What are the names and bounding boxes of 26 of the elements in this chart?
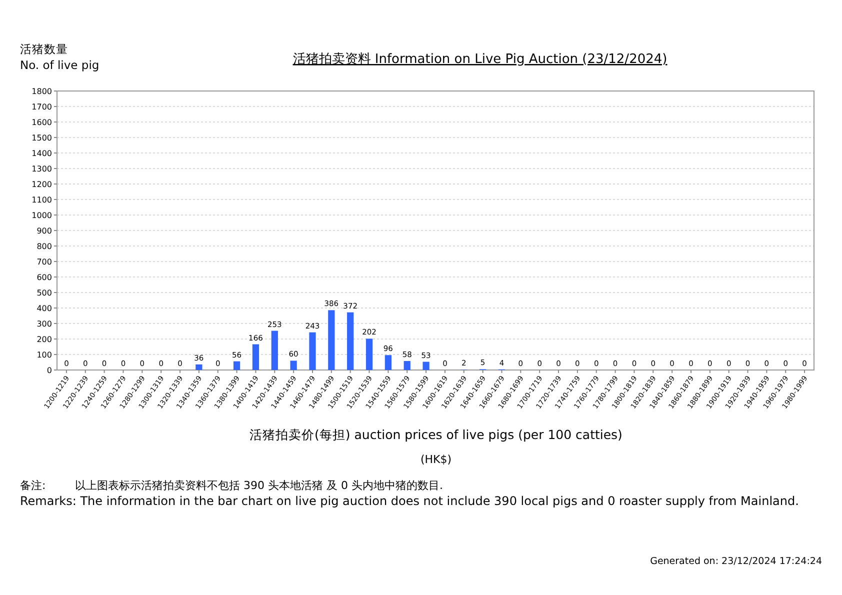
y-tick-label: 1500	[32, 134, 52, 142]
y-tick-label: 800	[36, 242, 52, 251]
y-tick-label: 1000	[32, 211, 52, 220]
y-tick-label: 900	[36, 226, 52, 236]
y-tick-label: 700	[36, 258, 52, 266]
y-tick-label: 1600	[32, 118, 52, 127]
y-tick-label: 500	[36, 288, 52, 298]
y-tick-label: 1300	[32, 164, 52, 174]
y-tick-label: 100	[36, 350, 52, 360]
text: 备注:	[20, 479, 46, 492]
text: Generated on: 23/12/2024 17:24:24	[650, 556, 822, 567]
y-tick-label: 0	[46, 366, 52, 375]
text: 以上图表标示活猪拍卖资料不包括 390 头本地活猪 及 0 头内地中猪的数目.	[75, 479, 443, 492]
text: Remarks: The information in the bar chart on live pig auction does not include 390 local pigs and 0 roaster supply from Mainland.	[20, 494, 799, 508]
y-tick-label: 1800	[32, 87, 52, 96]
y-tick-label: 1100	[32, 196, 52, 204]
chart-title: 活猪拍卖资料 Information on Live Pig Auction (23/12/2024)	[292, 52, 668, 67]
y-tick-label: 1700	[32, 102, 52, 112]
y-axis-title: 活猪数量 No. of live pig	[20, 42, 100, 72]
y-tick-label: 1400	[32, 149, 52, 158]
y-tick-label: 300	[36, 320, 52, 328]
y-tick-label: 1200	[32, 180, 52, 189]
y-tick-label: 400	[36, 304, 52, 313]
y-tick-label: 600	[36, 273, 52, 282]
x-axis-title: 活猪拍卖价(每担) auction prices of live pigs (per 100 catties) (HK$)	[250, 427, 622, 466]
y-tick-label: 200	[36, 335, 52, 344]
